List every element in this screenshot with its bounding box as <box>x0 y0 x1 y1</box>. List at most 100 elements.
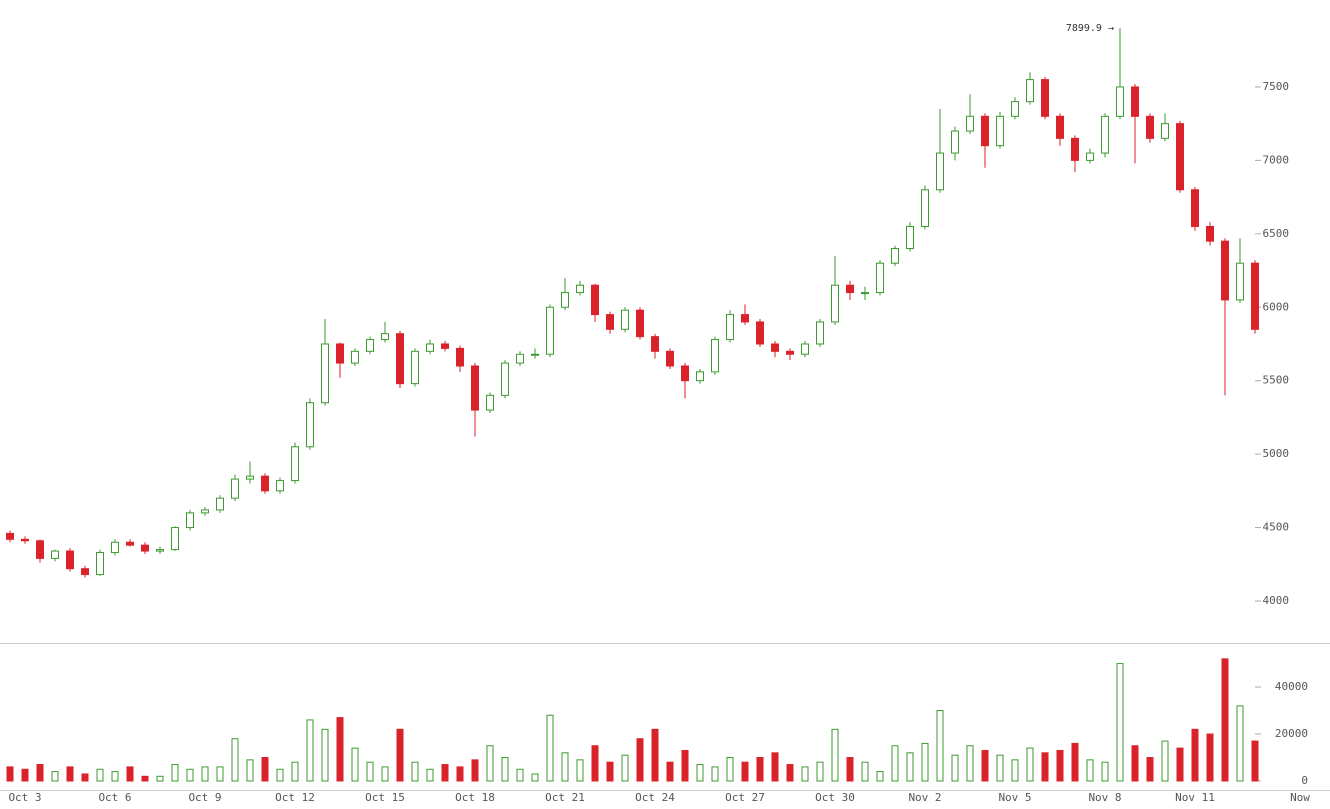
x-tick-label: Oct 18 <box>455 791 495 804</box>
candle-body <box>51 550 59 559</box>
volume-bar <box>906 752 914 782</box>
volume-bar <box>966 745 974 782</box>
volume-bar <box>651 728 659 782</box>
candle-body <box>261 475 269 492</box>
volume-bar <box>546 714 554 782</box>
y-tick-label: 4000 <box>1263 594 1290 607</box>
candle-body <box>966 115 974 132</box>
candle-body <box>396 333 404 385</box>
candle-body <box>291 446 299 482</box>
candle-body <box>666 350 674 367</box>
x-tick-label: Oct 21 <box>545 791 585 804</box>
volume-bar <box>321 728 329 782</box>
volume-bar <box>876 771 884 782</box>
candle-body <box>456 347 464 367</box>
candle-body <box>801 343 809 355</box>
candle-body <box>246 475 254 480</box>
candle-body <box>771 343 779 352</box>
volume-bar <box>1176 747 1184 782</box>
candle-body <box>651 336 659 352</box>
candle-body <box>891 248 899 264</box>
candle-body <box>621 309 629 330</box>
volume-bar <box>1206 733 1214 782</box>
x-tick-label: Nov 5 <box>998 791 1031 804</box>
candle-body <box>696 371 704 382</box>
volume-bar <box>246 759 254 782</box>
candle-body <box>366 339 374 352</box>
candle-body <box>201 509 209 514</box>
candle-body <box>426 343 434 352</box>
volume-bar <box>291 761 299 782</box>
volume-bar <box>1101 761 1109 782</box>
candle-body <box>276 480 284 492</box>
volume-bar <box>141 775 149 782</box>
y-tick-label: 20000 <box>1275 727 1308 740</box>
candle-body <box>96 552 104 576</box>
candle-body <box>231 478 239 499</box>
candle-body <box>906 225 914 250</box>
candle-body <box>141 544 149 552</box>
candle-body <box>471 365 479 411</box>
candle-body <box>111 541 119 554</box>
volume-bar <box>6 766 14 782</box>
candle-body <box>336 343 344 364</box>
candle-body <box>1176 123 1184 191</box>
candle-body <box>741 314 749 323</box>
y-tick-label: 7500 <box>1263 80 1290 93</box>
annotation: 7899.9 → <box>1066 23 1114 34</box>
volume-bar <box>666 761 674 782</box>
volume-bar <box>381 766 389 782</box>
candle-body <box>1206 225 1214 242</box>
y-tick-label: 5500 <box>1263 374 1290 387</box>
candle-body <box>996 115 1004 147</box>
volume-bar <box>771 752 779 782</box>
candle-body <box>576 284 584 294</box>
x-tick-label: Nov 8 <box>1088 791 1121 804</box>
candle-body <box>1056 115 1064 139</box>
volume-bar <box>936 710 944 782</box>
volume-bar <box>231 738 239 782</box>
candle-body <box>936 152 944 191</box>
volume-bar <box>621 754 629 782</box>
volume-bar <box>861 761 869 782</box>
candle-body <box>606 314 614 330</box>
volume-bar <box>471 759 479 782</box>
volume-bar <box>741 761 749 782</box>
candle-body <box>846 284 854 294</box>
x-tick-label: Nov 2 <box>908 791 941 804</box>
volume-bar <box>66 766 74 782</box>
volume-bar <box>1161 740 1169 782</box>
volume-bar <box>1056 749 1064 782</box>
candle-body <box>1086 152 1094 161</box>
candle-body <box>411 350 419 385</box>
candle-body <box>1041 79 1049 117</box>
volume-bar <box>396 728 404 782</box>
volume-bar <box>636 738 644 782</box>
candle-body <box>546 306 554 355</box>
volume-bar <box>1116 663 1124 782</box>
volume-bar <box>336 717 344 782</box>
candle-body <box>66 550 74 570</box>
volume-bar <box>1011 759 1019 782</box>
x-tick-label: Oct 15 <box>365 791 405 804</box>
volume-bar <box>756 757 764 782</box>
volume-bar <box>186 768 194 782</box>
volume-bar <box>216 766 224 782</box>
volume-bar <box>261 757 269 782</box>
x-tick-label: Oct 6 <box>98 791 131 804</box>
volume-bar <box>36 764 44 782</box>
candle-body <box>36 540 44 559</box>
volume-bar <box>711 766 719 782</box>
candle-body <box>1101 115 1109 154</box>
volume-bar <box>1071 742 1079 782</box>
candle-body <box>591 284 599 316</box>
candle-body <box>1251 262 1259 330</box>
candle-body <box>951 130 959 154</box>
candle-body <box>816 321 824 345</box>
volume-bar <box>306 719 314 782</box>
candle-body <box>561 292 569 308</box>
candle-body <box>1161 123 1169 139</box>
candle-body <box>726 314 734 341</box>
volume-bar <box>681 749 689 782</box>
